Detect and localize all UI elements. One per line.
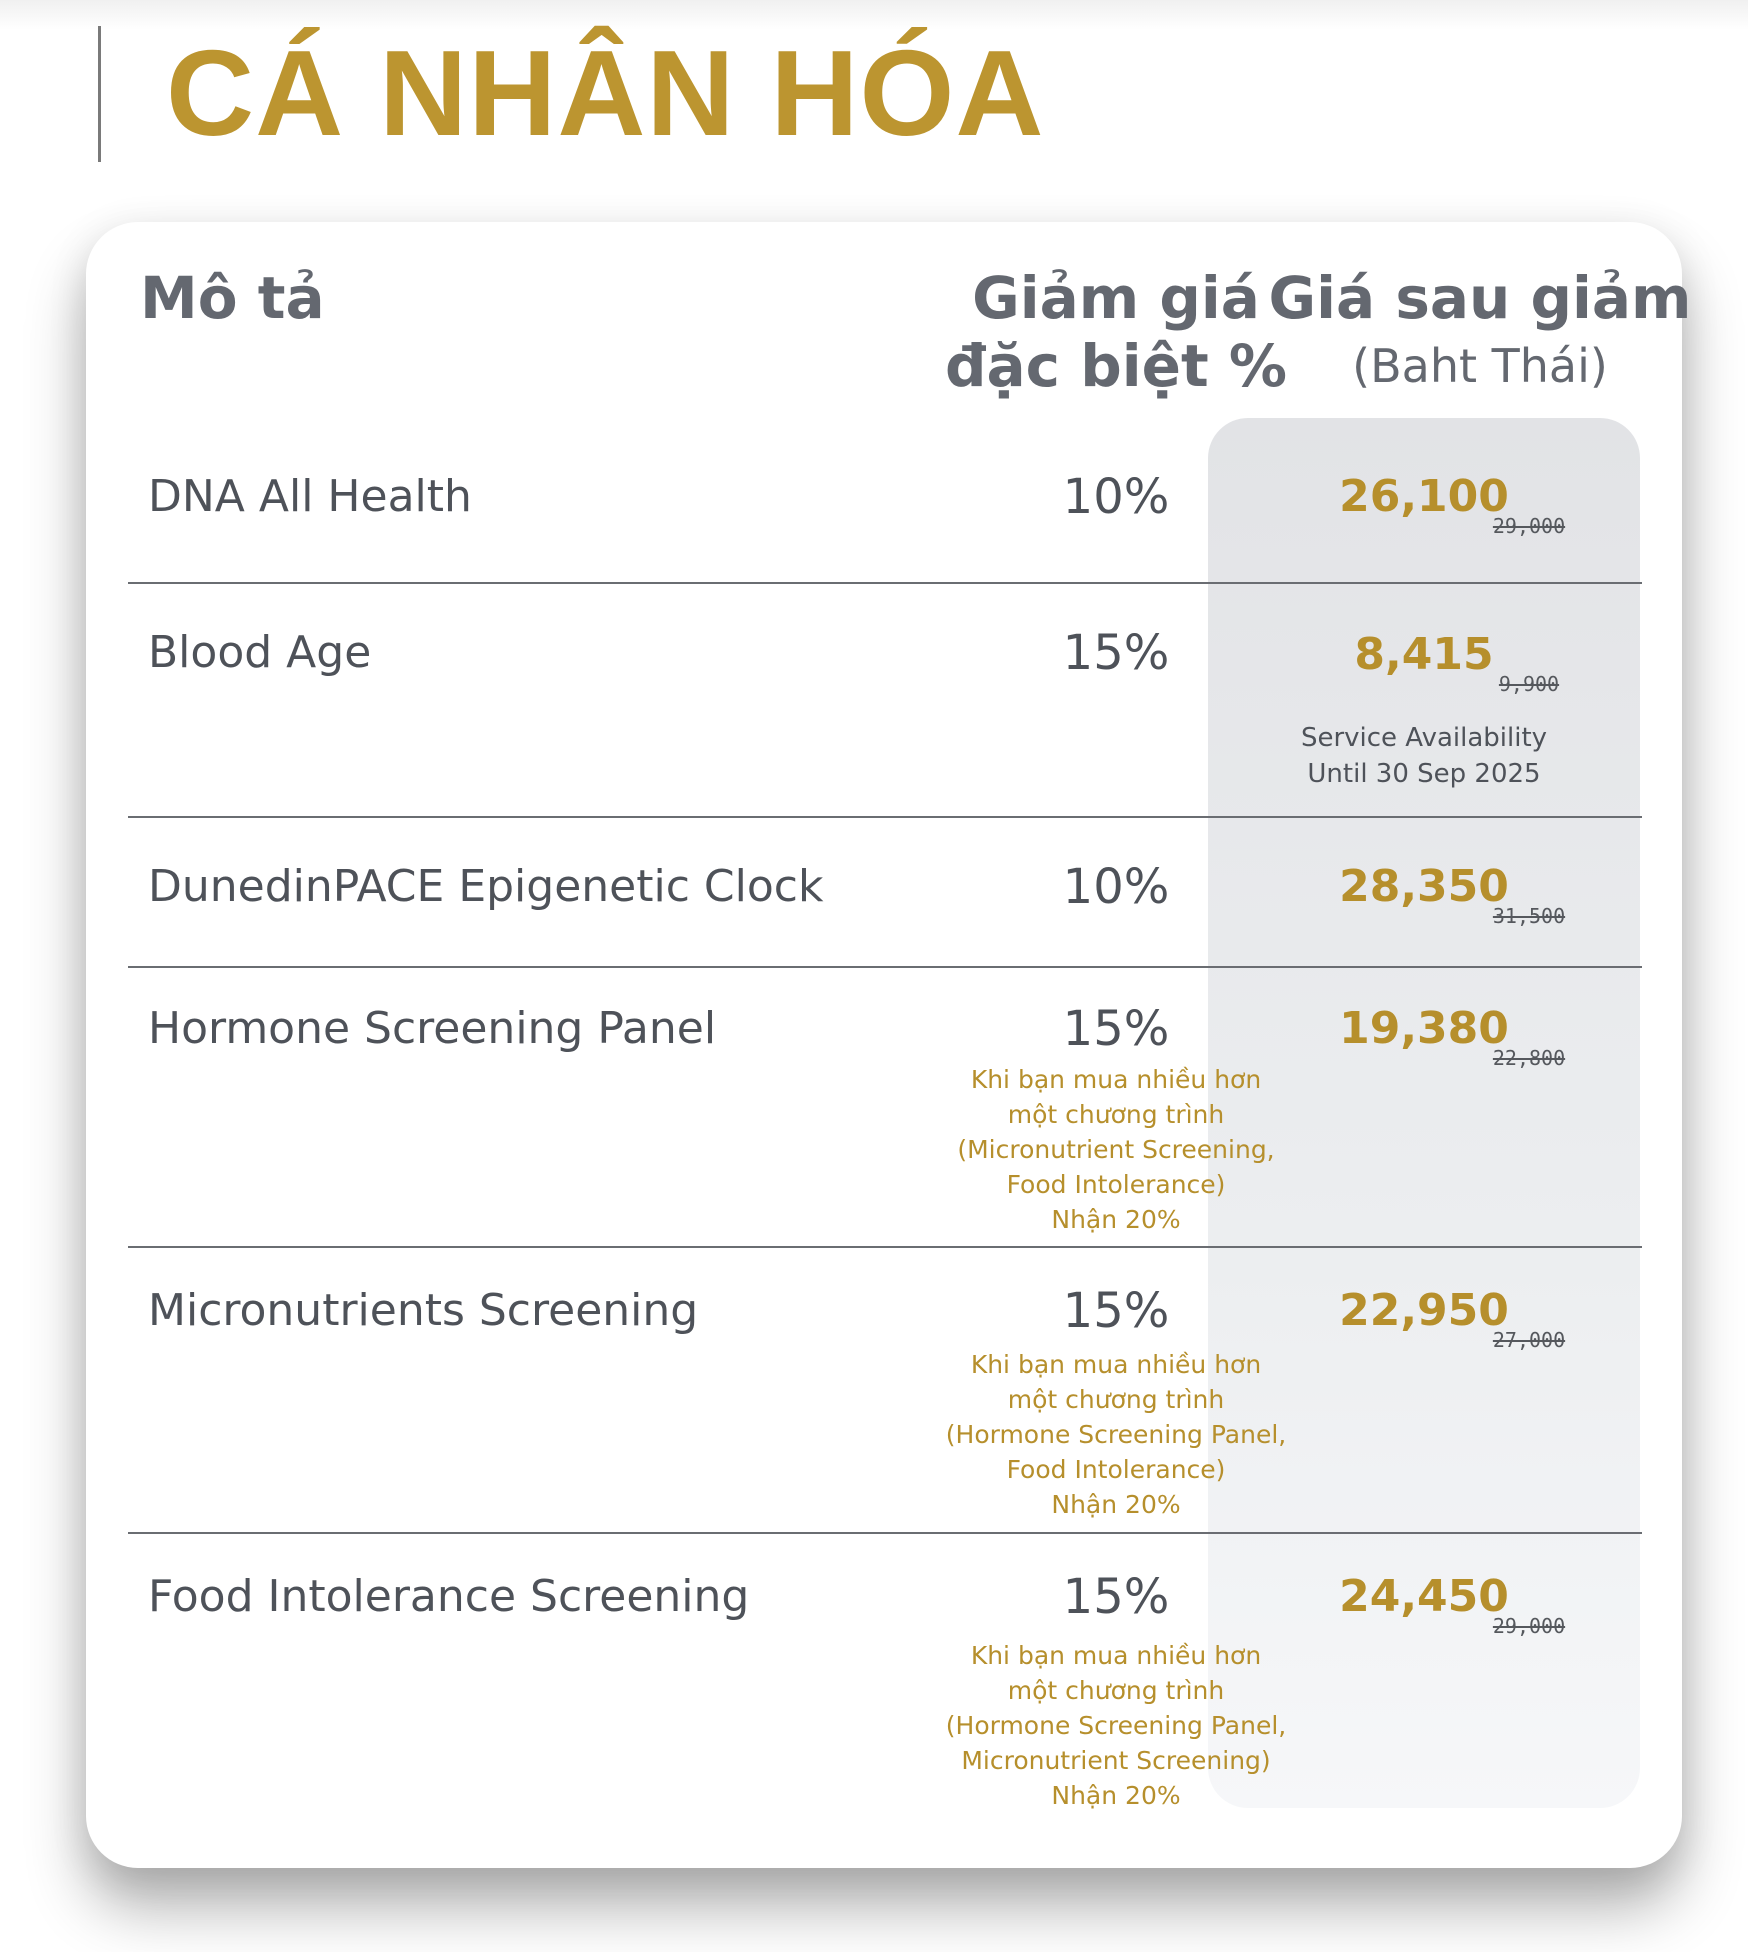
header-price-unit: (Baht Thái)	[1352, 339, 1608, 393]
row-original-price: 9,900	[1498, 672, 1560, 696]
row-price: 22,950	[1339, 1285, 1509, 1336]
row-divider	[128, 1532, 1642, 1534]
page-title: CÁ NHÂN HÓA	[166, 25, 1045, 161]
note-line: Khi bạn mua nhiều hơn	[970, 1641, 1262, 1670]
note-line: Nhận 20%	[1051, 1205, 1181, 1234]
service-availability-line2: Until 30 Sep 2025	[1307, 759, 1541, 789]
note-line: (Hormone Screening Panel,	[945, 1711, 1287, 1740]
note-line: Nhận 20%	[1051, 1781, 1181, 1810]
row-divider	[128, 1246, 1642, 1248]
row-divider	[128, 582, 1642, 584]
service-availability-line1: Service Availability	[1300, 723, 1548, 753]
row-price: 28,350	[1339, 861, 1509, 912]
bundle-offer-note: Khi bạn mua nhiều hơn một chương trình (…	[846, 1347, 1386, 1522]
note-line: Khi bạn mua nhiều hơn	[970, 1350, 1262, 1379]
row-name: Micronutrients Screening	[148, 1285, 699, 1336]
row-original-price: 31,500	[1492, 904, 1566, 928]
header-price: Giá sau giảm (Baht Thái)	[1180, 264, 1748, 400]
bundle-offer-note: Khi bạn mua nhiều hơn một chương trình (…	[846, 1062, 1386, 1237]
header-description: Mô tả	[140, 264, 325, 332]
note-line: Nhận 20%	[1051, 1490, 1181, 1519]
bundle-offer-note: Khi bạn mua nhiều hơn một chương trình (…	[846, 1638, 1386, 1813]
row-price: 8,415	[1354, 629, 1494, 680]
note-line: một chương trình	[1007, 1676, 1225, 1705]
row-price: 19,380	[1339, 1003, 1509, 1054]
note-line: Food Intolerance)	[1006, 1170, 1226, 1199]
row-original-price: 22,800	[1492, 1046, 1566, 1070]
price-column-panel	[1208, 418, 1640, 1808]
row-divider	[128, 966, 1642, 968]
row-discount: 15%	[1062, 1001, 1170, 1057]
row-price: 26,100	[1339, 471, 1509, 522]
row-name: DunedinPACE Epigenetic Clock	[148, 861, 824, 912]
row-name: Blood Age	[148, 627, 372, 678]
row-discount: 15%	[1062, 1283, 1170, 1339]
row-discount: 15%	[1062, 1569, 1170, 1625]
row-price: 24,450	[1339, 1571, 1509, 1622]
row-discount: 15%	[1062, 625, 1170, 681]
note-line: Food Intolerance)	[1006, 1455, 1226, 1484]
top-shade	[0, 0, 1748, 30]
note-line: một chương trình	[1007, 1385, 1225, 1414]
note-line: Khi bạn mua nhiều hơn	[970, 1065, 1262, 1094]
row-name: DNA All Health	[148, 471, 472, 522]
pricing-card: Mô tả Giảm giá đặc biệt % Giá sau giảm (…	[86, 222, 1691, 1868]
row-original-price: 27,000	[1492, 1328, 1566, 1352]
row-name: Hormone Screening Panel	[148, 1003, 717, 1054]
row-name: Food Intolerance Screening	[148, 1571, 750, 1622]
header-price-line1: Giá sau giảm	[1268, 264, 1692, 332]
note-line: một chương trình	[1007, 1100, 1225, 1129]
header-discount-line2: đặc biệt %	[945, 332, 1287, 400]
row-original-price: 29,000	[1492, 1614, 1566, 1638]
row-original-price: 29,000	[1492, 514, 1566, 538]
header-discount: Giảm giá đặc biệt %	[846, 264, 1386, 400]
row-discount: 10%	[1062, 469, 1170, 525]
row-divider	[128, 816, 1642, 818]
note-line: (Micronutrient Screening,	[957, 1135, 1275, 1164]
header-discount-line1: Giảm giá	[972, 264, 1260, 332]
service-availability: Service Availability Until 30 Sep 2025	[1208, 720, 1640, 792]
title-accent-bar	[98, 26, 101, 162]
note-line: Micronutrient Screening)	[961, 1746, 1271, 1775]
row-discount: 10%	[1062, 859, 1170, 915]
note-line: (Hormone Screening Panel,	[945, 1420, 1287, 1449]
